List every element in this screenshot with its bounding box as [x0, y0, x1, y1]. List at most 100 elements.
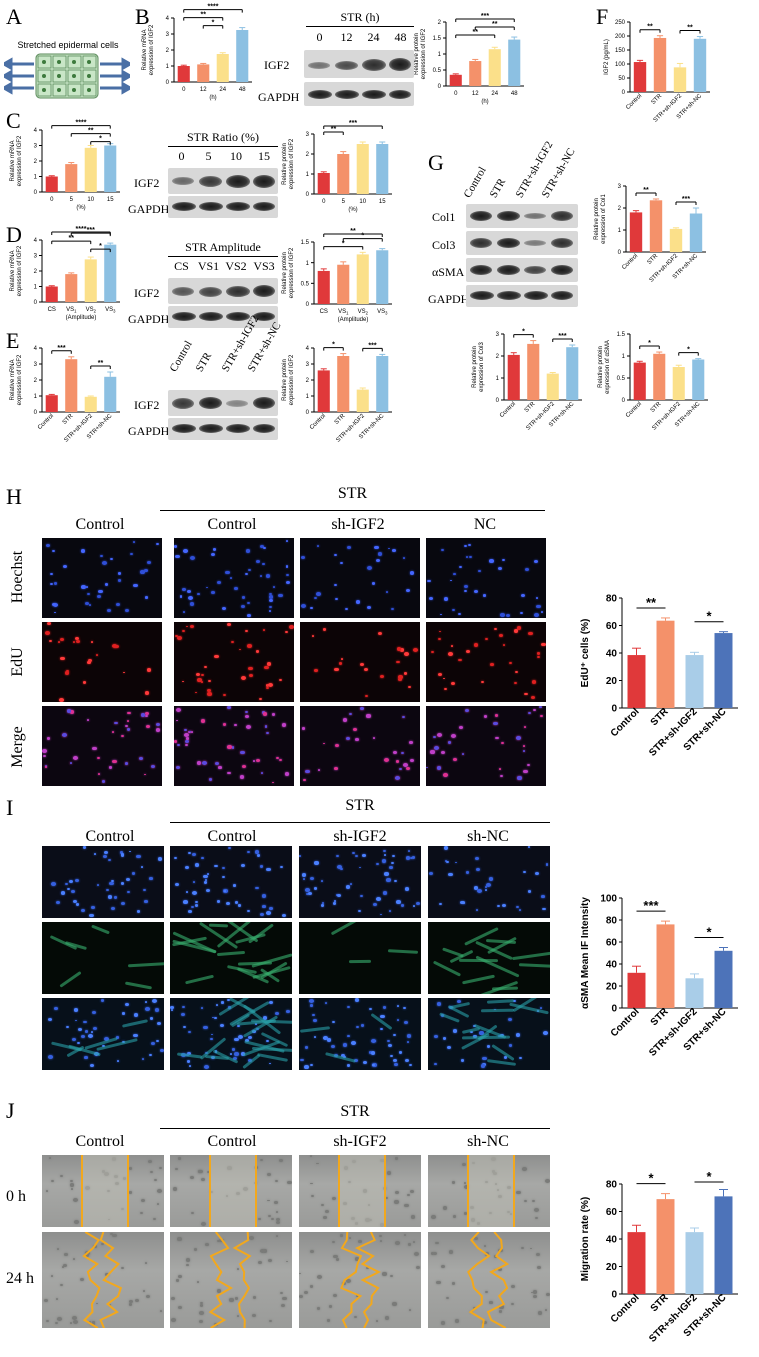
- blot-strip-gapdh: [466, 285, 578, 307]
- bar: [104, 145, 117, 192]
- schematic-caption: Stretched epidermal cells: [17, 40, 119, 50]
- row-header: Hoechst: [9, 550, 26, 604]
- y-tick-label: 4: [34, 346, 38, 352]
- significance-label: ***: [57, 345, 65, 352]
- chart-e-mrna: 0 1 2 3 4 Relative mRNAexpression of IGF2 Cont…: [10, 345, 120, 444]
- blot-strip-col3: [466, 231, 578, 255]
- blot-row-label: Col3: [432, 238, 456, 252]
- x-tick-label: VS2: [358, 309, 369, 315]
- micrograph: [174, 706, 294, 786]
- bar: [337, 154, 350, 194]
- significance-label: **: [331, 126, 337, 133]
- y-axis-label: Relative mRNAexpression of IGF2: [10, 245, 23, 296]
- bar: [656, 924, 675, 1008]
- y-axis-label: Relative proteinexpression of Col3: [472, 341, 485, 391]
- x-tick-label: Control: [37, 413, 55, 431]
- y-tick-label: 200: [615, 34, 626, 40]
- y-tick-label: 20: [606, 982, 618, 993]
- str-header-bar: [170, 822, 550, 823]
- x-tick-label: 0: [322, 199, 326, 205]
- y-tick-label: 1: [438, 52, 442, 58]
- significance-label: *: [706, 1169, 712, 1184]
- micrograph: [299, 846, 421, 918]
- significance-label: ***: [481, 13, 489, 20]
- blot-row-label: IGF2: [264, 58, 290, 72]
- y-tick-label: 0: [34, 300, 38, 306]
- blot-d: STR Amplitude CS VS1 VS2 VS3 IGF2 GAPDH: [128, 240, 278, 332]
- y-tick-label: 3: [34, 254, 38, 260]
- micrograph: [42, 998, 164, 1070]
- micrograph: [428, 1155, 550, 1227]
- significance-label: ***: [558, 333, 566, 340]
- str-header: STR: [345, 797, 375, 814]
- significance-label: ***: [368, 342, 376, 349]
- blot-row-label: GAPDH: [128, 424, 170, 438]
- significance-label: *: [687, 347, 690, 354]
- y-tick-label: 20: [606, 1262, 618, 1273]
- bar: [656, 1199, 675, 1294]
- bar: [685, 655, 704, 708]
- bar: [317, 173, 330, 194]
- x-tick-label: CS: [48, 307, 56, 313]
- y-tick-label: 150: [615, 48, 626, 54]
- bar: [45, 395, 58, 412]
- lane-label: VS1: [197, 259, 220, 273]
- blot-b: STR (h) 0 12 24 48 IGF2 GAPDH: [258, 10, 418, 110]
- bar: [672, 367, 685, 400]
- significance-label: *: [332, 342, 335, 349]
- bar: [693, 38, 707, 92]
- bar: [376, 144, 389, 194]
- y-tick-label: 3: [34, 362, 38, 368]
- y-tick-label: 0: [34, 190, 38, 196]
- micrograph: [299, 1232, 421, 1328]
- blot-strip-igf2: [168, 390, 278, 416]
- y-axis-label: Relative mRNAexpression of IGF2: [142, 24, 155, 75]
- chart-c-protein: 0 1 2 3 Relative proteinexpression of IGF2 0 5…: [282, 120, 392, 213]
- column-header: Control: [207, 828, 257, 845]
- bar: [65, 359, 78, 412]
- blot-c-bar: [168, 146, 278, 147]
- bar: [337, 264, 350, 304]
- bar: [546, 373, 559, 400]
- panel-label-d: D: [6, 222, 22, 247]
- bar: [356, 389, 369, 412]
- blot-d-title: STR Amplitude: [185, 240, 261, 254]
- bar: [627, 1232, 646, 1294]
- panel-label-h: H: [6, 484, 22, 509]
- column-header: sh-NC: [467, 1133, 509, 1150]
- x-tick-label: STR: [649, 1292, 671, 1314]
- blot-row-label: GAPDH: [258, 90, 300, 104]
- y-axis-label: Relative proteinexpression of IGF2: [282, 354, 295, 405]
- y-axis-label: Relative proteinexpression of IGF2: [414, 28, 427, 79]
- y-tick-label: 1.5: [617, 332, 626, 338]
- row-header: Merge: [9, 726, 26, 768]
- y-tick-label: 4: [306, 346, 310, 352]
- bar: [653, 353, 666, 400]
- bar: [656, 620, 675, 708]
- chart-d-protein: 0 0.5 1 1.5 Relative proteinexpression of IG…: [282, 228, 392, 323]
- x-axis-label: (%): [348, 207, 357, 213]
- bar: [653, 37, 667, 92]
- y-tick-label: 2: [306, 378, 310, 384]
- column-header: NC: [473, 516, 497, 533]
- x-tick-label: 0: [454, 91, 458, 97]
- bar: [633, 362, 646, 400]
- significance-label: *: [648, 1171, 654, 1186]
- x-tick-label: Control: [499, 401, 517, 419]
- bar: [317, 270, 330, 304]
- significance-label: **: [88, 128, 94, 135]
- lane-label: STR: [193, 350, 215, 374]
- x-tick-label: 12: [200, 87, 207, 93]
- str-header: STR: [337, 485, 368, 502]
- blot-row-label: GAPDH: [128, 312, 170, 326]
- significance-label: *: [361, 233, 364, 240]
- lane-label: 10: [230, 149, 242, 163]
- y-tick-label: 0.5: [301, 281, 310, 287]
- micrograph: [170, 1155, 292, 1227]
- bar: [633, 62, 647, 92]
- significance-label: ****: [208, 4, 219, 11]
- y-axis-label: Relative mRNAexpression of IGF2: [10, 354, 23, 405]
- x-tick-label: STR: [646, 253, 659, 266]
- x-axis-label: (Amplitude): [66, 315, 97, 321]
